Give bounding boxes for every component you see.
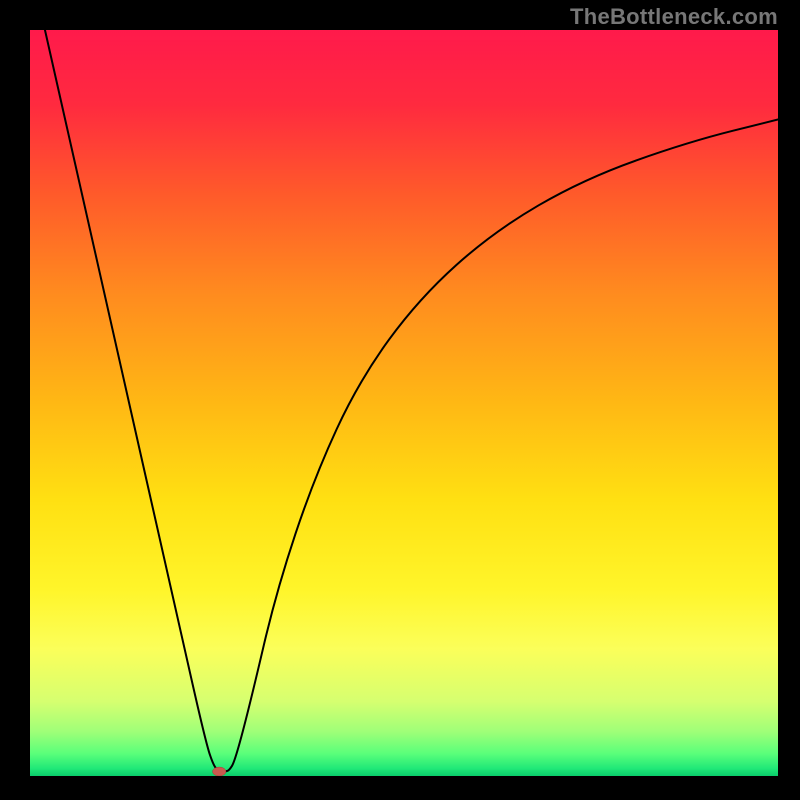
gradient-background (30, 30, 778, 776)
plot-svg (30, 30, 778, 776)
watermark-text: TheBottleneck.com (570, 4, 778, 30)
optimal-point-marker (213, 767, 226, 776)
plot-area (30, 30, 778, 776)
chart-frame: TheBottleneck.com (0, 0, 800, 800)
